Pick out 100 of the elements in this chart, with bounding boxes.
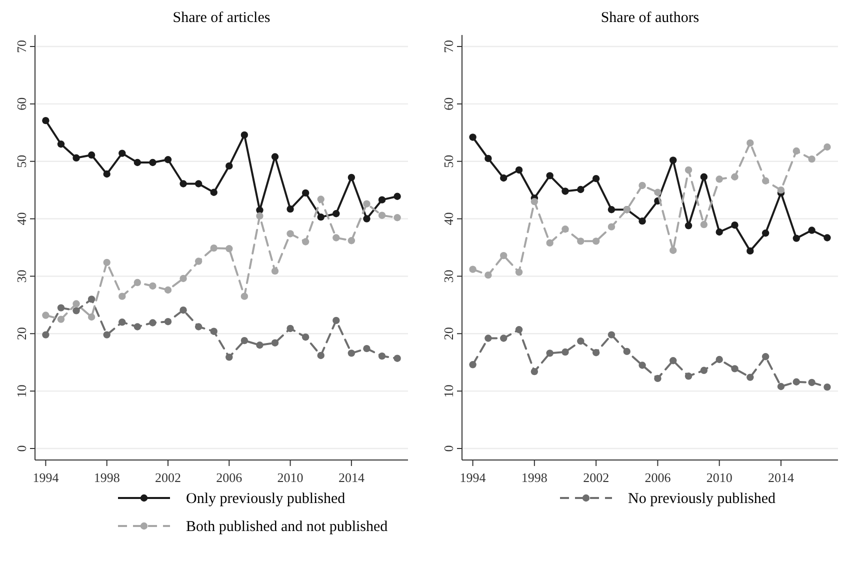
y-tick-label: 70 (441, 40, 456, 53)
point (210, 188, 218, 196)
chart-title: Share of articles (172, 10, 270, 26)
point (608, 331, 616, 338)
x-tick-label: 1998 (521, 470, 548, 485)
point (684, 166, 692, 174)
x-tick-label: 2006 (644, 470, 672, 485)
point (546, 239, 554, 247)
point (500, 174, 508, 182)
point (348, 237, 356, 244)
point (332, 234, 340, 242)
point (226, 245, 233, 252)
point (226, 162, 233, 170)
point (623, 348, 630, 356)
point (256, 342, 264, 349)
point (180, 274, 187, 282)
point (302, 333, 310, 341)
y-tick-label: 10 (14, 384, 29, 398)
point (332, 210, 340, 218)
point (484, 271, 492, 279)
point (562, 226, 569, 233)
point (317, 352, 324, 360)
point (378, 196, 386, 204)
point (286, 230, 294, 238)
point (118, 150, 126, 157)
point (530, 198, 538, 206)
point (577, 238, 584, 245)
point (164, 286, 172, 294)
legend-label: Both published and not published (186, 519, 388, 535)
x-tick-label: 1994 (32, 470, 60, 485)
y-tick-label: 50 (441, 154, 456, 168)
x-tick-label: 1994 (460, 470, 486, 485)
point (638, 362, 646, 369)
point (271, 153, 279, 160)
y-tick-label: 60 (441, 97, 456, 110)
point (670, 357, 677, 364)
point (164, 318, 172, 326)
point (103, 331, 110, 338)
point (592, 349, 600, 356)
x-tick-label: 2014 (338, 470, 365, 485)
point (716, 356, 723, 364)
point (118, 292, 126, 300)
point (72, 154, 80, 162)
point (210, 328, 218, 335)
point (484, 154, 492, 162)
point (746, 374, 754, 381)
point (286, 324, 294, 332)
point (194, 323, 202, 330)
point (72, 307, 80, 314)
point (194, 258, 202, 265)
point (824, 143, 831, 151)
point (808, 378, 816, 386)
y-tick-label: 40 (14, 212, 29, 226)
point (469, 134, 476, 141)
point (164, 156, 172, 164)
point (180, 180, 187, 188)
point (762, 177, 770, 184)
point (149, 319, 156, 326)
y-tick-label: 0 (441, 445, 456, 452)
point (302, 189, 310, 197)
point (57, 316, 65, 323)
point (716, 228, 723, 236)
point (515, 326, 523, 334)
point (332, 316, 340, 324)
point (500, 334, 508, 342)
point (469, 266, 476, 273)
x-tick-label: 2002 (583, 470, 610, 485)
x-tick-label: 2010 (706, 470, 732, 485)
point (792, 378, 800, 386)
point (42, 116, 50, 124)
point (378, 352, 386, 360)
point (103, 258, 110, 266)
point (469, 361, 476, 368)
chart-title: Share of authors (600, 10, 700, 26)
point (762, 230, 770, 237)
point (592, 238, 600, 245)
point (654, 188, 662, 196)
point (134, 323, 142, 330)
point (378, 212, 386, 219)
point (700, 366, 708, 374)
point (562, 188, 569, 195)
point (57, 304, 65, 312)
point (731, 173, 738, 180)
point (394, 192, 401, 200)
point (500, 252, 508, 260)
point (515, 166, 523, 174)
x-tick-label: 2002 (154, 470, 181, 485)
x-tick-label: 2006 (216, 470, 243, 485)
point (592, 174, 600, 182)
point (577, 186, 584, 194)
point (134, 158, 142, 166)
point (240, 131, 248, 139)
point (194, 180, 202, 188)
point (363, 344, 370, 352)
point (394, 214, 401, 222)
point (792, 234, 800, 242)
legend-label: No previously published (628, 491, 776, 507)
point (530, 368, 538, 376)
point (608, 223, 616, 230)
legend-label: Only previously published (186, 491, 346, 507)
